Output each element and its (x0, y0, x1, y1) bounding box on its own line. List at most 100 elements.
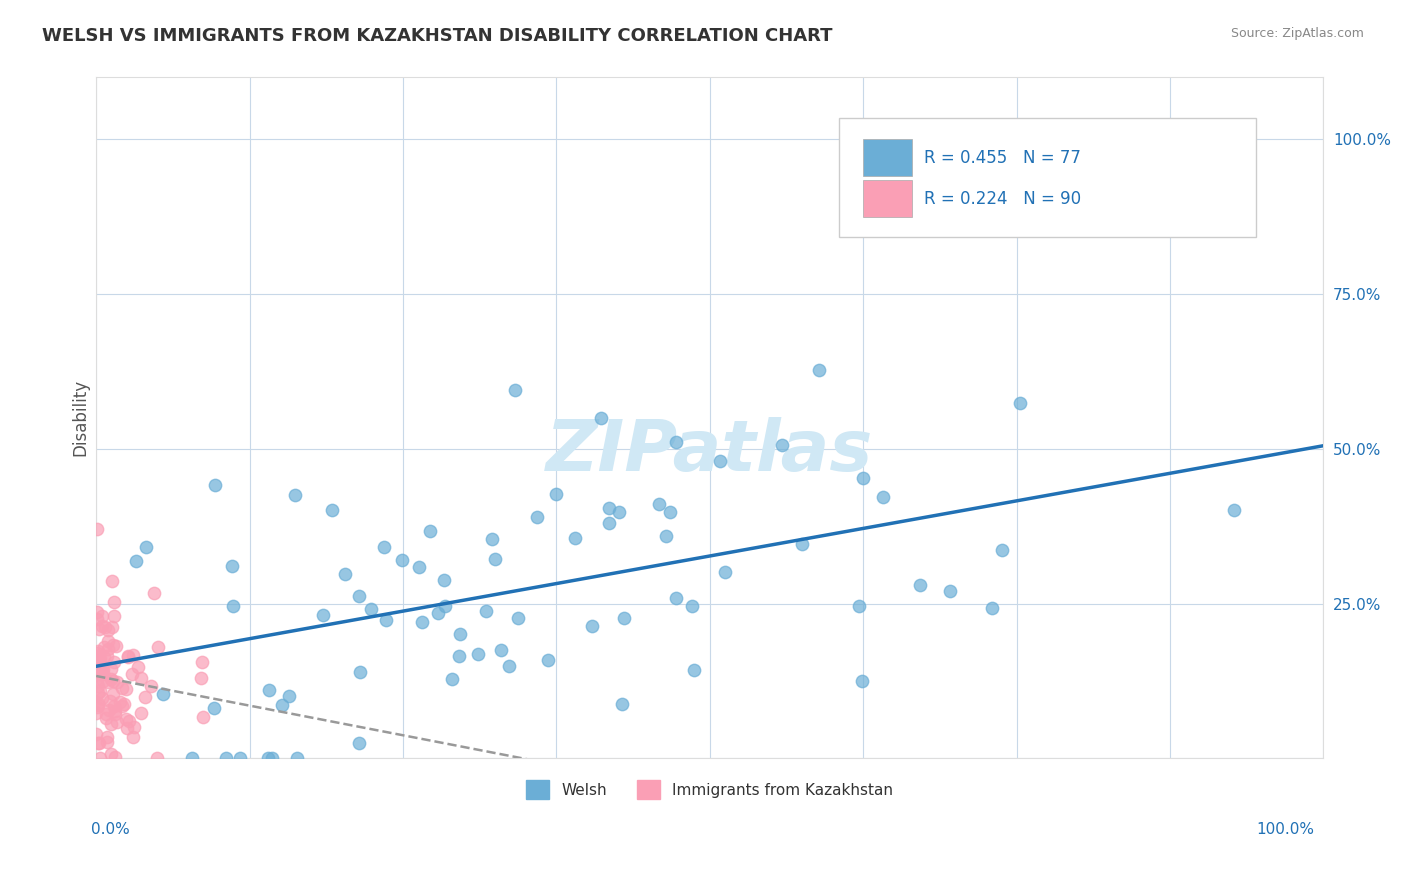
Immigrants from Kazakhstan (121, 666, 143, 681)
Welsh (506, 610, 529, 624)
Immigrants from Kazakhstan (97, 675, 120, 690)
Welsh (581, 619, 603, 633)
Immigrants from Kazakhstan (191, 710, 214, 724)
Immigrants from Kazakhstan (101, 687, 124, 701)
Immigrants from Kazakhstan (87, 644, 110, 658)
Welsh (851, 673, 873, 688)
Immigrants from Kazakhstan (96, 735, 118, 749)
Immigrants from Kazakhstan (115, 712, 138, 726)
Immigrants from Kazakhstan (111, 698, 134, 713)
Immigrants from Kazakhstan (103, 655, 125, 669)
Text: 0.0%: 0.0% (91, 822, 131, 837)
Immigrants from Kazakhstan (104, 706, 127, 721)
Immigrants from Kazakhstan (105, 714, 128, 729)
Immigrants from Kazakhstan (101, 619, 124, 633)
Immigrants from Kazakhstan (86, 660, 108, 674)
Immigrants from Kazakhstan (86, 605, 108, 619)
Welsh (848, 599, 870, 613)
Welsh (391, 552, 413, 566)
Immigrants from Kazakhstan (100, 672, 122, 686)
Welsh (481, 533, 503, 547)
Immigrants from Kazakhstan (110, 695, 132, 709)
Immigrants from Kazakhstan (86, 672, 108, 686)
Immigrants from Kazakhstan (100, 747, 122, 761)
Welsh (204, 477, 226, 491)
Welsh (271, 698, 294, 712)
Immigrants from Kazakhstan (101, 574, 124, 588)
Immigrants from Kazakhstan (105, 674, 128, 689)
Text: R = 0.224   N = 90: R = 0.224 N = 90 (925, 190, 1081, 208)
Welsh (681, 599, 703, 613)
Welsh (433, 573, 456, 587)
Welsh (770, 438, 793, 452)
Welsh (484, 551, 506, 566)
Immigrants from Kazakhstan (115, 722, 138, 736)
Welsh (312, 607, 335, 622)
Immigrants from Kazakhstan (87, 686, 110, 700)
Welsh (491, 643, 513, 657)
Immigrants from Kazakhstan (87, 736, 110, 750)
Welsh (411, 615, 433, 630)
Immigrants from Kazakhstan (87, 652, 110, 666)
Welsh (467, 648, 489, 662)
Welsh (202, 700, 225, 714)
Welsh (503, 383, 526, 397)
Immigrants from Kazakhstan (96, 648, 118, 663)
Immigrants from Kazakhstan (86, 522, 108, 536)
Immigrants from Kazakhstan (86, 665, 108, 680)
Immigrants from Kazakhstan (98, 702, 121, 716)
Welsh (257, 683, 280, 698)
Immigrants from Kazakhstan (100, 717, 122, 731)
Welsh (807, 363, 830, 377)
Welsh (790, 537, 813, 551)
Immigrants from Kazakhstan (91, 690, 114, 705)
Immigrants from Kazakhstan (87, 698, 110, 712)
Immigrants from Kazakhstan (122, 730, 145, 744)
Welsh (419, 524, 441, 538)
Welsh (991, 543, 1014, 558)
Welsh (659, 505, 682, 519)
Welsh (450, 627, 472, 641)
Immigrants from Kazakhstan (98, 694, 121, 708)
Welsh (607, 505, 630, 519)
Immigrants from Kazakhstan (86, 706, 108, 720)
Immigrants from Kazakhstan (90, 619, 112, 633)
Welsh (152, 687, 174, 701)
Text: R = 0.455   N = 77: R = 0.455 N = 77 (925, 149, 1081, 167)
Immigrants from Kazakhstan (100, 662, 122, 676)
Immigrants from Kazakhstan (89, 751, 111, 765)
Immigrants from Kazakhstan (190, 671, 212, 685)
Welsh (908, 578, 931, 592)
Welsh (335, 567, 357, 582)
Welsh (564, 531, 586, 545)
Immigrants from Kazakhstan (111, 681, 134, 695)
Immigrants from Kazakhstan (91, 661, 114, 675)
Welsh (980, 601, 1002, 615)
Welsh (229, 751, 252, 765)
Immigrants from Kazakhstan (89, 683, 111, 698)
Immigrants from Kazakhstan (93, 649, 115, 664)
Immigrants from Kazakhstan (96, 731, 118, 745)
Immigrants from Kazakhstan (97, 641, 120, 656)
Immigrants from Kazakhstan (90, 666, 112, 681)
Welsh (591, 411, 613, 425)
Text: WELSH VS IMMIGRANTS FROM KAZAKHSTAN DISABILITY CORRELATION CHART: WELSH VS IMMIGRANTS FROM KAZAKHSTAN DISA… (42, 27, 832, 45)
Welsh (852, 471, 875, 485)
Text: ZIPatlas: ZIPatlas (546, 417, 873, 486)
Immigrants from Kazakhstan (191, 656, 214, 670)
Immigrants from Kazakhstan (105, 639, 128, 653)
Immigrants from Kazakhstan (101, 639, 124, 653)
Y-axis label: Disability: Disability (72, 379, 89, 457)
Welsh (665, 591, 688, 605)
Immigrants from Kazakhstan (94, 707, 117, 722)
Immigrants from Kazakhstan (91, 661, 114, 675)
Immigrants from Kazakhstan (117, 648, 139, 663)
Immigrants from Kazakhstan (103, 609, 125, 624)
Welsh (598, 501, 620, 516)
Welsh (613, 611, 636, 625)
FancyBboxPatch shape (838, 119, 1256, 237)
Immigrants from Kazakhstan (91, 673, 114, 688)
Welsh (374, 613, 396, 627)
Welsh (872, 490, 894, 504)
Welsh (222, 599, 245, 613)
